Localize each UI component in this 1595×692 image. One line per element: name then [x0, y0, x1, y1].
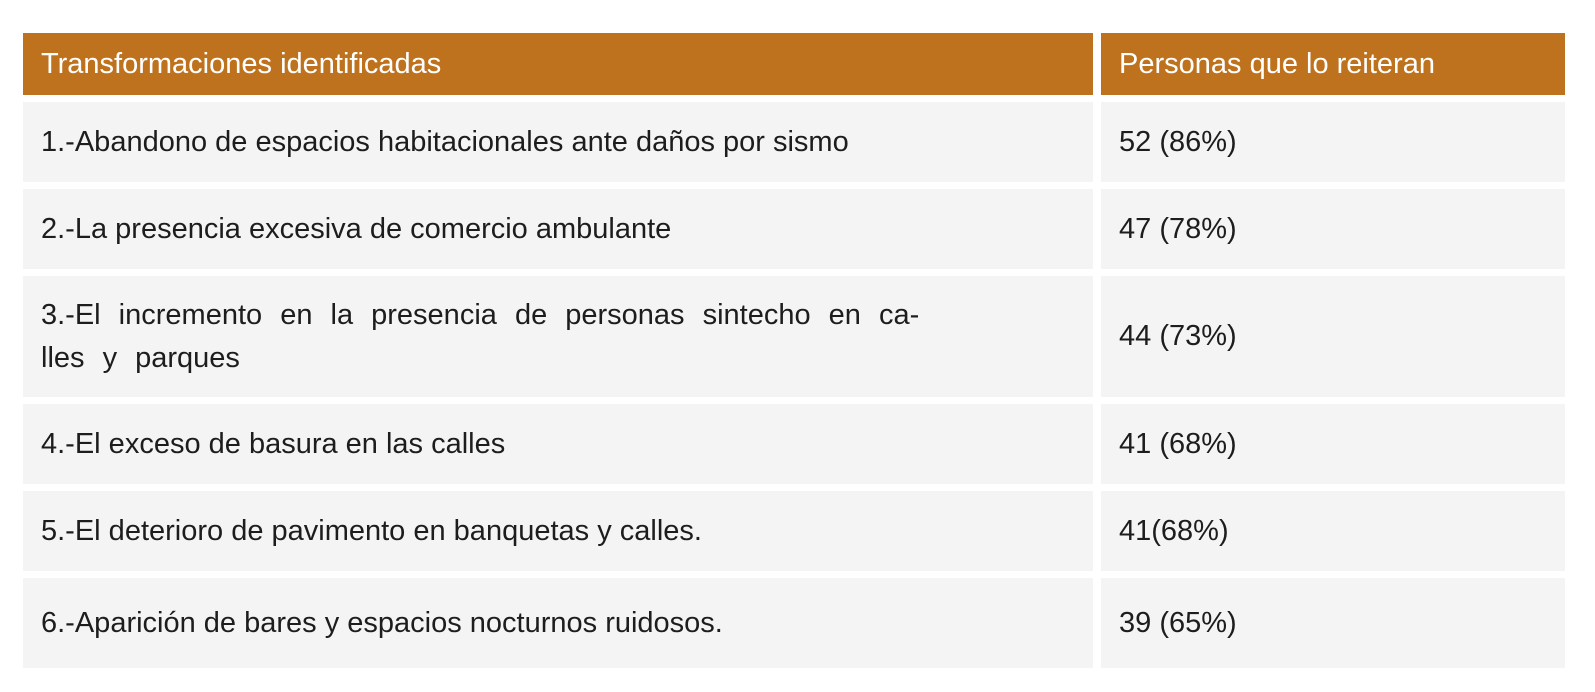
row-value: 52 (86%)	[1101, 102, 1565, 182]
row-label: 1.-Abandono de espacios habitacionales a…	[23, 102, 1093, 182]
row-value: 39 (65%)	[1101, 578, 1565, 668]
table-row: 1.-Abandono de espacios habitacionales a…	[23, 102, 1565, 182]
row-value: 44 (73%)	[1101, 276, 1565, 397]
row-value: 41 (68%)	[1101, 404, 1565, 484]
row-label: 2.-La presencia excesiva de comercio amb…	[23, 189, 1093, 269]
survey-transformations-table: Transformaciones identificadas Personas …	[23, 33, 1565, 668]
row-label: 3.-El incremento en la presencia de pers…	[23, 276, 1093, 397]
header-cell-transformaciones: Transformaciones identificadas	[23, 33, 1093, 95]
table-header-row: Transformaciones identificadas Personas …	[23, 33, 1565, 95]
row-value: 47 (78%)	[1101, 189, 1565, 269]
row-label: 6.-Aparición de bares y espacios nocturn…	[23, 578, 1093, 668]
row-value: 41(68%)	[1101, 491, 1565, 571]
header-cell-personas: Personas que lo reiteran	[1101, 33, 1565, 95]
table-row: 3.-El incremento en la presencia de pers…	[23, 276, 1565, 397]
table-row: 6.-Aparición de bares y espacios nocturn…	[23, 578, 1565, 668]
table-row: 5.-El deterioro de pavimento en banqueta…	[23, 491, 1565, 571]
row-label: 5.-El deterioro de pavimento en banqueta…	[23, 491, 1093, 571]
row-label: 4.-El exceso de basura en las calles	[23, 404, 1093, 484]
table-row: 2.-La presencia excesiva de comercio amb…	[23, 189, 1565, 269]
table-row: 4.-El exceso de basura en las calles 41 …	[23, 404, 1565, 484]
